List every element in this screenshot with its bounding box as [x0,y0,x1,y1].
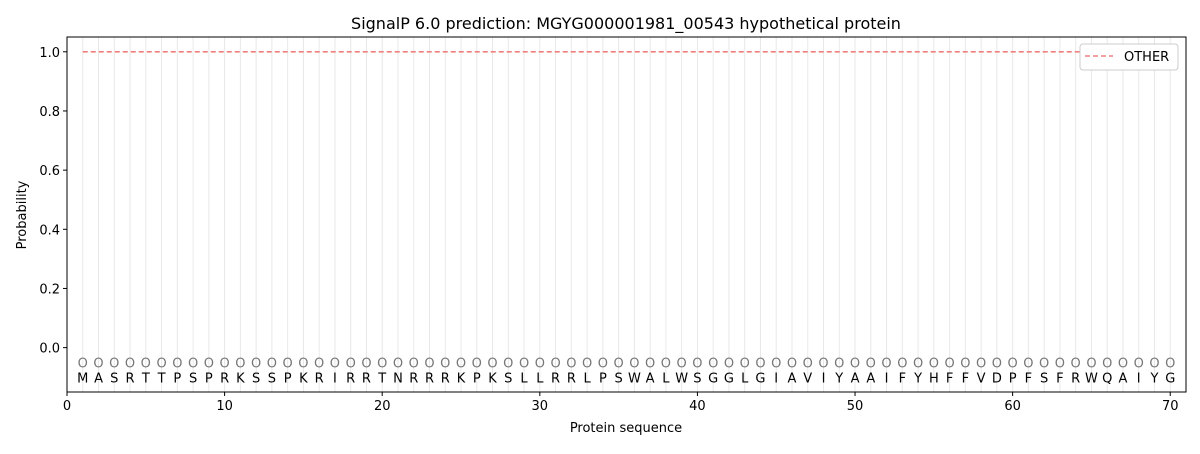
residue-prediction-label: O [440,356,450,371]
residue-prediction-label: O [141,356,151,371]
residue-prediction-label: O [298,356,308,371]
residue-prediction-label: O [913,356,923,371]
y-tick-label: 0.0 [39,342,60,357]
residue-prediction-label: O [992,356,1002,371]
residue-prediction-label: O [1118,356,1128,371]
x-tick-label: 60 [1004,399,1021,414]
residue-prediction-label: O [125,356,135,371]
residue-prediction-label: O [976,356,986,371]
residue-prediction-label: O [361,356,371,371]
x-tick-label: 50 [847,399,864,414]
residue-prediction-label: O [1023,356,1033,371]
residue-prediction-label: O [803,356,813,371]
residue-prediction-label: O [235,356,245,371]
y-axis: 0.0 0.2 0.4 0.6 0.8 1.0 [39,46,67,357]
grid-lines [82,37,1171,392]
residue-prediction-label: O [566,356,576,371]
x-axis-label: Protein sequence [570,421,682,436]
residue-prediction-label: O [598,356,608,371]
y-tick-label: 0.4 [39,223,60,238]
chart-title: SignalP 6.0 prediction: MGYG000001981_00… [351,14,901,34]
residue-prediction-label: O [188,356,198,371]
residue-prediction-label: O [393,356,403,371]
residue-prediction-label: O [866,356,876,371]
residue-prediction-label: O [1055,356,1065,371]
residue-prediction-label: O [614,356,624,371]
residue-prediction-label: O [377,356,387,371]
residue-prediction-label: O [330,356,340,371]
residue-prediction-label: O [1008,356,1018,371]
residue-prediction-label: O [755,356,765,371]
residue-prediction-label: O [1149,356,1159,371]
residue-prediction-label: O [1039,356,1049,371]
residue-prediction-label: O [1102,356,1112,371]
residue-prediction-label: O [818,356,828,371]
residue-prediction-label: O [629,356,639,371]
residue-prediction-label: O [645,356,655,371]
residue-prediction-label: O [724,356,734,371]
legend-label-other: OTHER [1124,50,1169,65]
x-tick-label: 0 [63,399,71,414]
residue-prediction-label: O [1086,356,1096,371]
residue-prediction-label: O [881,356,891,371]
residue-prediction-label: O [267,356,277,371]
residue-prediction-label: O [897,356,907,371]
residue-prediction-label: O [487,356,497,371]
x-tick-label: 20 [374,399,391,414]
plot-frame [66,36,1187,393]
sequence-letters: MASRTTPSPRKSSPKRIRRTNRRRKPKSLLRRLPSWALWS… [77,371,1175,386]
residue-prediction-label: O [550,356,560,371]
residue-prediction-label: O [960,356,970,371]
y-tick-label: 1.0 [39,46,60,61]
residue-prediction-label: O [204,356,214,371]
residue-prediction-label: O [93,356,103,371]
residue-prediction-label: O [787,356,797,371]
x-tick-label: 40 [689,399,706,414]
residue-prediction-label: O [834,356,844,371]
residue-prediction-label: O [472,356,482,371]
residue-prediction-label: O [582,356,592,371]
residue-prediction-label: O [346,356,356,371]
residue-prediction-label: O [1165,356,1175,371]
x-axis: 0 10 20 30 40 50 60 70 [63,392,1179,414]
x-tick-label: 30 [532,399,549,414]
y-tick-label: 0.6 [39,164,60,179]
residue-prediction-label: O [456,356,466,371]
residue-prediction-label: O [283,356,293,371]
residue-prediction-label: O [1134,356,1144,371]
residue-prediction-label: O [503,356,513,371]
residue-prediction-label: O [677,356,687,371]
residue-prediction-label: O [850,356,860,371]
residue-prediction-label: O [535,356,545,371]
residue-prediction-label: O [944,356,954,371]
y-tick-label: 0.2 [39,282,60,297]
y-tick-label: 0.8 [39,105,60,120]
residue-prediction-label: O [692,356,702,371]
residue-prediction-label: O [708,356,718,371]
residue-prediction-label: O [519,356,529,371]
y-axis-label: Probability [15,180,30,249]
residue-prediction-label: O [771,356,781,371]
residue-prediction-label: O [409,356,419,371]
legend-box [1079,43,1179,71]
residue-prediction-label: O [219,356,229,371]
residue-prediction-label: O [78,356,88,371]
residue-prediction-label: O [424,356,434,371]
residue-prediction-label: O [740,356,750,371]
x-tick-label: 10 [216,399,233,414]
residue-prediction-label: O [109,356,119,371]
x-tick-label: 70 [1162,399,1179,414]
residue-prediction-label: O [1071,356,1081,371]
residue-prediction-label: O [156,356,166,371]
residue-prediction-label: O [251,356,261,371]
residue-prediction-label: O [929,356,939,371]
residue-prediction-label: O [314,356,324,371]
legend: OTHER [1079,43,1179,71]
residue-prediction-label: O [661,356,671,371]
residue-prediction-label: O [172,356,182,371]
